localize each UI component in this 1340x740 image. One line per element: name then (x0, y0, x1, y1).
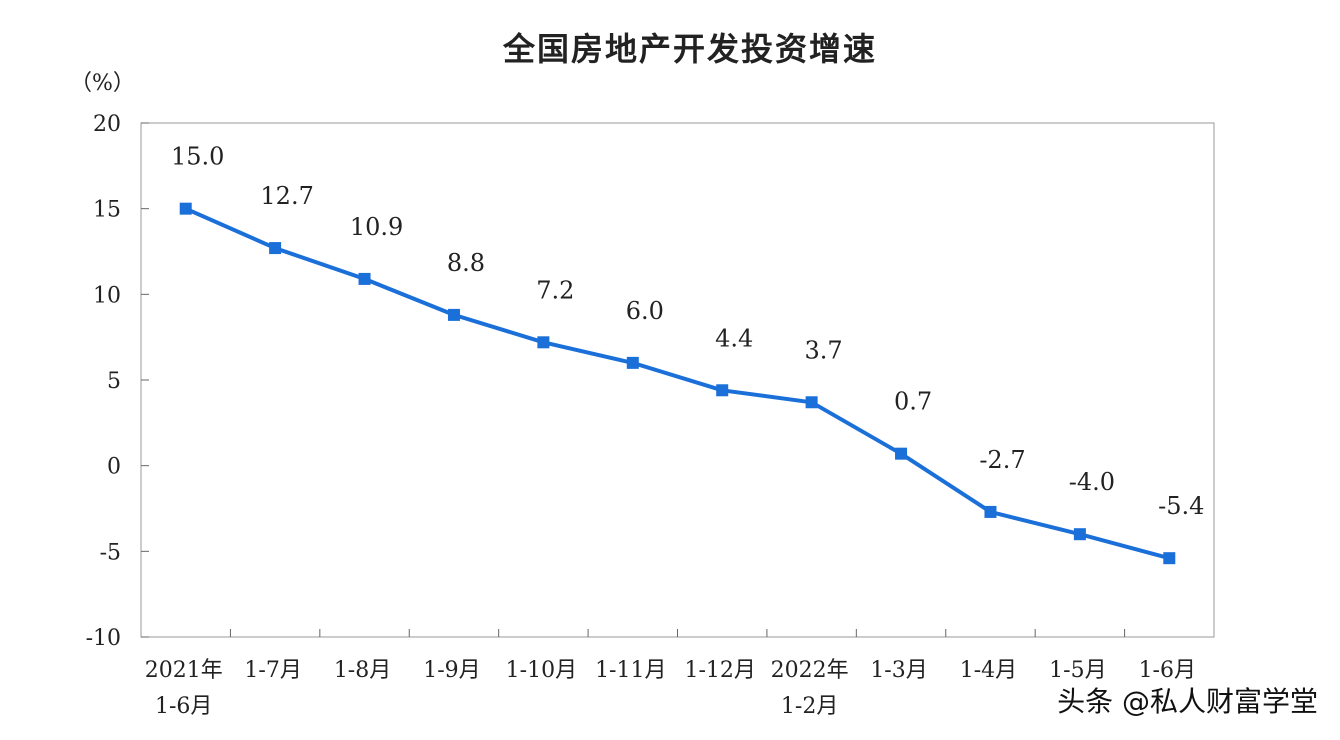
x-tick-label: 1-10月 (506, 658, 577, 683)
data-point (1073, 528, 1086, 541)
data-label: 15.0 (171, 143, 224, 171)
watermark: 头条 @私人财富学堂 (1057, 685, 1318, 718)
data-point (984, 505, 997, 518)
data-label: 4.4 (715, 324, 753, 352)
x-tick-label: 1-2月 (781, 694, 838, 719)
x-tick-label: 1-6月 (155, 694, 212, 719)
x-tick-label: 1-4月 (960, 658, 1017, 683)
y-axis-label: （%） (70, 71, 135, 96)
y-tick-label: -5 (100, 540, 121, 565)
x-tick-label: 2021年 (145, 658, 223, 683)
x-tick-label: 1-7月 (244, 658, 301, 683)
y-tick-label: 0 (107, 455, 121, 480)
data-label: 8.8 (447, 249, 485, 277)
y-tick-label: 5 (107, 369, 121, 394)
y-tick-label: 10 (93, 283, 121, 308)
data-point (179, 202, 192, 215)
data-point (537, 336, 550, 349)
data-label: 10.9 (350, 213, 403, 241)
x-axis: 2021年 1-6月 1-7月 1-8月 1-9月 1-10月 1-11月 1-12月 2022… (145, 629, 1196, 719)
x-tick-label: 1-5月 (1049, 658, 1106, 683)
data-label: -4.0 (1069, 468, 1115, 496)
data-label: 7.2 (536, 276, 574, 304)
chart-title: 全国房地产开发投资增速 (502, 30, 877, 68)
data-labels: 15.0 12.7 10.9 8.8 7.2 6.0 4.4 3.7 0.7 -2.7 -4.0 -5… (171, 143, 1204, 521)
data-point (895, 447, 908, 460)
x-tick-label: 1-12月 (684, 658, 755, 683)
x-tick-label: 2022年 (771, 658, 849, 683)
data-points (179, 202, 1176, 565)
data-point (358, 272, 371, 285)
y-tick-label: 15 (93, 198, 121, 223)
data-label: -2.7 (979, 446, 1025, 474)
data-label: 3.7 (805, 336, 843, 364)
y-axis: 20 15 10 5 0 -5 -10 (86, 112, 149, 651)
x-tick-label: 1-6月 (1139, 658, 1196, 683)
data-point (805, 396, 818, 409)
data-point (626, 356, 639, 369)
x-tick-label: 1-11月 (595, 658, 666, 683)
y-tick-label: -10 (86, 626, 121, 651)
data-label: -5.4 (1158, 492, 1204, 520)
data-point (447, 308, 460, 321)
data-point (716, 384, 729, 397)
x-tick-label: 1-9月 (423, 658, 480, 683)
data-point (1163, 552, 1176, 565)
data-point (269, 242, 282, 255)
series-line (184, 206, 1170, 561)
data-label: 12.7 (260, 182, 313, 210)
y-tick-label: 20 (93, 112, 121, 137)
x-tick-label: 1-3月 (870, 658, 927, 683)
x-tick-label: 1-8月 (334, 658, 391, 683)
data-label: 0.7 (894, 388, 932, 416)
data-label: 6.0 (626, 297, 664, 325)
